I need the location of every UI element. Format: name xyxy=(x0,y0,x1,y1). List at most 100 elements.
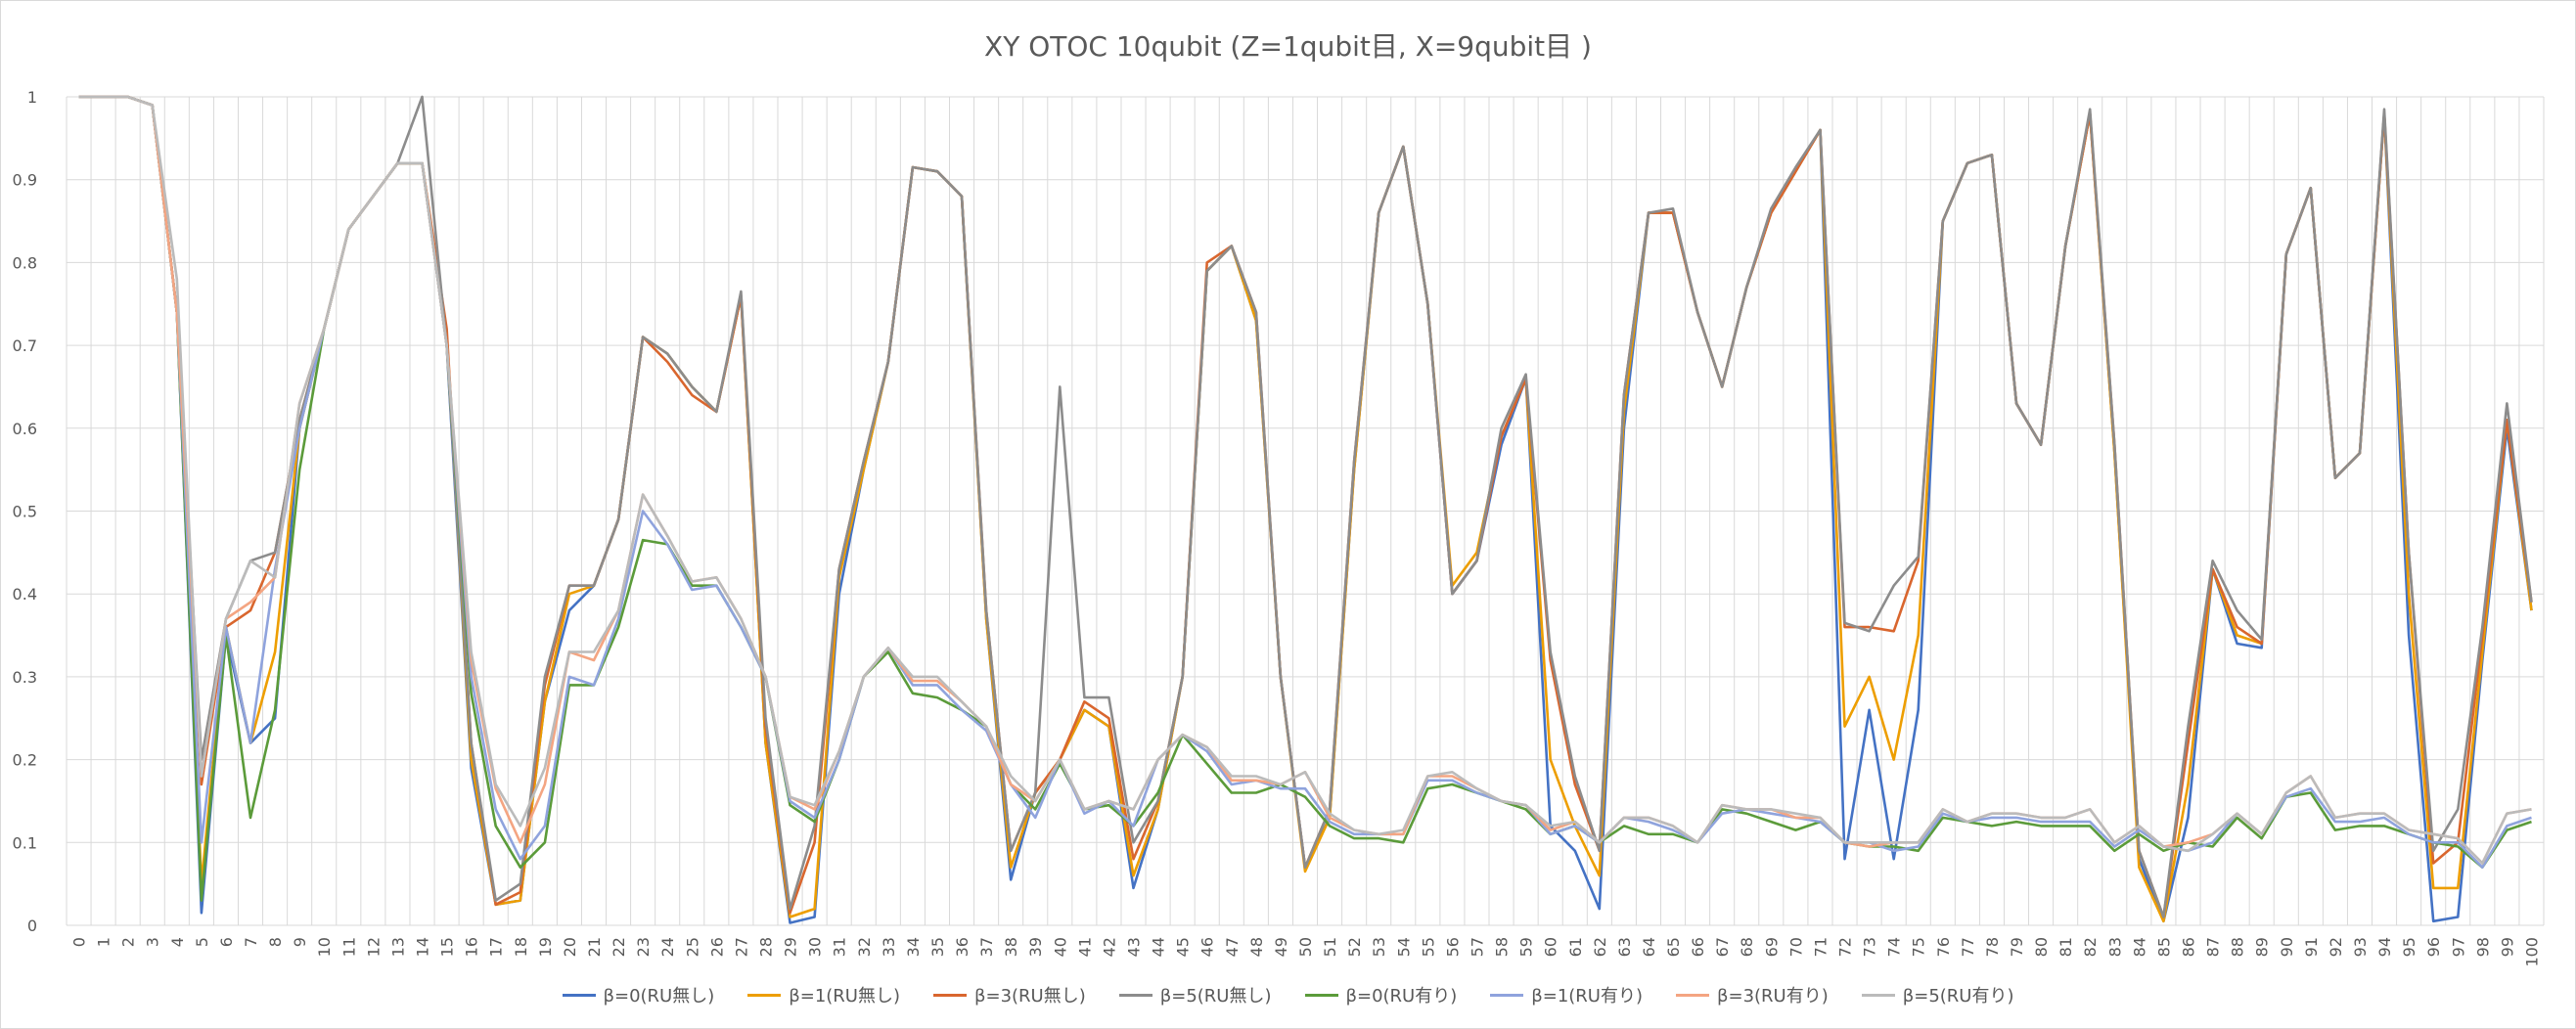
x-tick-label: 73 xyxy=(1861,937,1879,957)
legend-item-4: β=0(RU有り) xyxy=(1304,982,1457,1007)
x-tick-label: 91 xyxy=(2302,937,2321,957)
x-tick-label: 39 xyxy=(1026,937,1045,957)
x-tick-label: 66 xyxy=(1689,937,1707,957)
x-tick-label: 82 xyxy=(2081,937,2100,957)
x-tick-label: 11 xyxy=(339,937,358,957)
legend-swatch xyxy=(933,993,967,997)
legend-label: β=3(RU無し) xyxy=(974,986,1086,1007)
x-tick-label: 2 xyxy=(119,937,138,947)
series-line-6 xyxy=(78,95,2532,865)
x-tick-label: 42 xyxy=(1100,937,1118,957)
x-tick-label: 1 xyxy=(95,937,113,947)
y-tick-label: 0.5 xyxy=(13,503,37,521)
x-tick-label: 56 xyxy=(1443,937,1462,957)
x-tick-label: 64 xyxy=(1640,937,1658,957)
x-tick-label: 23 xyxy=(634,937,653,957)
y-tick-label: 1 xyxy=(27,88,37,107)
legend-swatch xyxy=(747,993,782,997)
x-tick-label: 51 xyxy=(1321,937,1339,957)
legend-label: β=3(RU有り) xyxy=(1717,986,1829,1007)
x-tick-label: 80 xyxy=(2032,937,2051,957)
x-tick-label: 62 xyxy=(1591,937,1609,957)
x-tick-label: 61 xyxy=(1566,937,1585,957)
x-tick-label: 59 xyxy=(1517,937,1536,957)
x-tick-label: 85 xyxy=(2154,937,2173,957)
x-tick-label: 47 xyxy=(1223,937,1242,957)
legend-item-6: β=3(RU有り) xyxy=(1676,982,1829,1007)
x-tick-label: 33 xyxy=(880,937,898,957)
legend-swatch xyxy=(1490,993,1524,997)
x-tick-label: 25 xyxy=(683,937,701,957)
x-tick-label: 63 xyxy=(1615,937,1634,957)
y-tick-label: 0.6 xyxy=(13,420,37,438)
x-tick-label: 26 xyxy=(707,937,726,957)
legend-swatch xyxy=(1861,993,1895,997)
x-tick-label: 95 xyxy=(2400,937,2418,957)
x-tick-label: 15 xyxy=(438,937,457,957)
legend: β=0(RU無し) β=1(RU無し) β=3(RU無し) β=5(RU無し) β=0(… xyxy=(0,982,2576,1007)
x-tick-label: 17 xyxy=(487,937,506,957)
x-tick-label: 48 xyxy=(1247,937,1266,957)
y-tick-label: 0.1 xyxy=(13,833,37,852)
series-line-5 xyxy=(78,95,2532,870)
x-tick-label: 53 xyxy=(1370,937,1388,957)
x-tick-label: 77 xyxy=(1959,937,1977,957)
legend-label: β=5(RU有り) xyxy=(1902,986,2014,1007)
x-tick-label: 65 xyxy=(1664,937,1683,957)
series-line-4 xyxy=(78,95,2532,902)
legend-label: β=0(RU無し) xyxy=(603,986,715,1007)
legend-swatch xyxy=(562,993,596,997)
x-tick-label: 49 xyxy=(1272,937,1290,957)
x-tick-label: 0 xyxy=(70,937,89,947)
x-tick-label: 99 xyxy=(2498,937,2516,957)
series-line-3 xyxy=(78,95,2533,918)
x-tick-label: 84 xyxy=(2130,937,2148,957)
y-tick-label: 0.2 xyxy=(13,751,37,770)
x-tick-label: 38 xyxy=(1002,937,1020,957)
x-tick-label: 68 xyxy=(1738,937,1756,957)
y-tick-label: 0.3 xyxy=(13,668,37,687)
x-tick-label: 70 xyxy=(1786,937,1805,957)
x-tick-label: 41 xyxy=(1075,937,1094,957)
x-tick-label: 75 xyxy=(1910,937,1928,957)
x-tick-label: 90 xyxy=(2278,937,2296,957)
x-tick-label: 28 xyxy=(756,937,775,957)
x-tick-label: 37 xyxy=(977,937,996,957)
x-tick-label: 76 xyxy=(1934,937,1953,957)
x-tick-label: 58 xyxy=(1493,937,1512,957)
series-layer xyxy=(78,95,2533,924)
x-tick-label: 30 xyxy=(806,937,825,957)
x-tick-label: 29 xyxy=(782,937,800,957)
series-line-2 xyxy=(78,95,2533,918)
x-tick-label: 22 xyxy=(610,937,628,957)
x-tick-label: 32 xyxy=(855,937,874,957)
x-tick-label: 97 xyxy=(2449,937,2467,957)
x-tick-label: 19 xyxy=(536,937,555,957)
legend-label: β=5(RU無し) xyxy=(1159,986,1272,1007)
legend-item-7: β=5(RU有り) xyxy=(1861,982,2014,1007)
x-tick-label: 81 xyxy=(2056,937,2075,957)
y-tick-label: 0.9 xyxy=(13,171,37,190)
x-tick-labels: 0 1 2 3 4 5 6 7 8 9 10 11 12 13 14 15 16 17 18 19 20 21 22 23 24… xyxy=(70,937,2542,967)
x-tick-label: 44 xyxy=(1150,937,1168,957)
series-line-0 xyxy=(78,95,2533,924)
x-tick-label: 8 xyxy=(266,937,285,947)
x-tick-label: 52 xyxy=(1345,937,1364,957)
x-tick-label: 78 xyxy=(1983,937,2002,957)
x-tick-label: 92 xyxy=(2327,937,2345,957)
x-tick-label: 86 xyxy=(2179,937,2197,957)
x-tick-label: 71 xyxy=(1811,937,1830,957)
x-tick-label: 67 xyxy=(1713,937,1732,957)
x-tick-label: 60 xyxy=(1542,937,1560,957)
x-tick-label: 55 xyxy=(1419,937,1437,957)
grid-layer xyxy=(66,96,2545,926)
x-tick-label: 36 xyxy=(953,937,972,957)
x-tick-label: 20 xyxy=(561,937,579,957)
x-tick-label: 43 xyxy=(1125,937,1144,957)
x-tick-label: 16 xyxy=(463,937,481,957)
x-tick-label: 57 xyxy=(1468,937,1486,957)
y-tick-labels: 0 0.1 0.2 0.3 0.4 0.5 0.6 0.7 0.8 0.9 1 xyxy=(13,88,37,935)
x-tick-label: 31 xyxy=(831,937,849,957)
x-tick-label: 54 xyxy=(1394,937,1413,957)
